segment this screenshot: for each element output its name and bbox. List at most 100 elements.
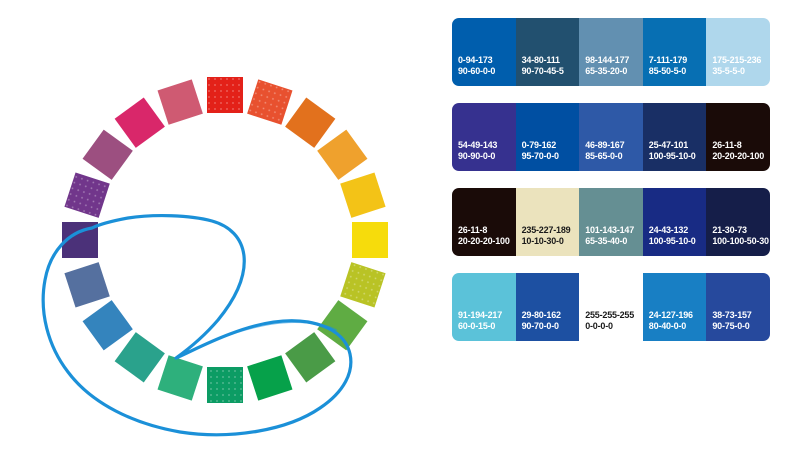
swatch-cmyk-value: 100-95-10-0 — [648, 236, 696, 246]
swatch-cream-235-227-189[interactable]: 235-227-189 10-10-30-0 — [515, 188, 580, 256]
swatch-rgb-value: 26-11-8 — [712, 140, 742, 150]
swatch-cmyk-value: 100-100-50-30 — [712, 236, 769, 246]
swatch-cmyk-value: 90-70-45-5 — [521, 66, 564, 76]
swatch-cmyk-value: 65-35-40-0 — [585, 236, 628, 246]
swatch-codes: 38-73-157 90-75-0-0 — [712, 310, 751, 332]
swatch-cmyk-value: 0-0-0-0 — [585, 321, 613, 331]
palette-row-2: 54-49-143 90-90-0-0 0-79-162 95-70-0-0 46-89… — [452, 103, 770, 171]
swatch-rgb-value: 24-127-196 — [648, 310, 693, 320]
swatch-codes: 46-89-167 85-65-0-0 — [585, 140, 624, 162]
swatch-blue-29-80-162[interactable]: 29-80-162 90-70-0-0 — [515, 273, 580, 341]
swatch-blue-0-94-173[interactable]: 0-94-173 90-60-0-0 — [452, 18, 516, 86]
swatch-cmyk-value: 90-70-0-0 — [521, 321, 559, 331]
wheel-swatch-orange[interactable] — [285, 97, 336, 148]
lasso-stroke-highlight — [175, 321, 337, 359]
swatch-cmyk-value: 20-20-20-100 — [712, 151, 765, 161]
swatch-navy-21-30-73[interactable]: 21-30-73 100-100-50-30 — [706, 188, 770, 256]
wheel-swatch-fill — [64, 262, 110, 308]
wheel-swatch-texture — [207, 367, 243, 403]
swatch-blue-98-144-177[interactable]: 98-144-177 65-35-20-0 — [579, 18, 643, 86]
swatch-navy-25-47-101[interactable]: 25-47-101 100-95-10-0 — [642, 103, 707, 171]
wheel-swatch-yellow[interactable] — [352, 222, 388, 258]
swatch-rgb-value: 34-80-111 — [521, 55, 560, 65]
swatch-blue-175-215-236[interactable]: 175-215-236 35-5-5-0 — [706, 18, 770, 86]
swatch-cyan-91-194-217[interactable]: 91-194-217 60-0-15-0 — [452, 273, 516, 341]
wheel-swatch-light-green[interactable] — [317, 300, 368, 351]
wheel-swatch-mauve[interactable] — [82, 129, 133, 180]
swatch-blue-24-127-196[interactable]: 24-127-196 80-40-0-0 — [642, 273, 707, 341]
hand-drawn-lasso-annotation — [41, 214, 353, 437]
palette-row-3: 26-11-8 20-20-20-100 235-227-189 10-10-30-0… — [452, 188, 770, 256]
swatch-codes: 24-127-196 80-40-0-0 — [649, 310, 693, 332]
swatch-codes: 91-194-217 60-0-15-0 — [458, 310, 502, 332]
wheel-swatch-golden-yellow[interactable] — [340, 172, 386, 218]
swatch-cmyk-value: 95-70-0-0 — [521, 151, 559, 161]
swatch-cmyk-value: 85-50-5-0 — [648, 66, 687, 76]
swatch-cmyk-value: 80-40-0-0 — [648, 321, 687, 331]
wheel-swatch-rose[interactable] — [157, 79, 203, 125]
swatch-rgb-value: 255-255-255 — [585, 310, 635, 320]
swatch-purple-54-49-143[interactable]: 54-49-143 90-90-0-0 — [452, 103, 516, 171]
swatch-codes: 26-11-8 20-20-20-100 — [712, 140, 764, 162]
wheel-swatch-indigo[interactable] — [62, 222, 98, 258]
swatch-cmyk-value: 10-10-30-0 — [521, 236, 564, 246]
color-wheel-panel — [41, 77, 388, 437]
swatch-cmyk-value: 35-5-5-0 — [712, 66, 745, 76]
swatch-codes: 29-80-162 90-70-0-0 — [522, 310, 561, 332]
wheel-swatch-yellow-green[interactable] — [340, 262, 386, 308]
wheel-swatch-fill — [82, 129, 133, 180]
wheel-swatch-amber[interactable] — [317, 129, 368, 180]
swatch-codes: 0-94-173 90-60-0-0 — [458, 55, 495, 77]
wheel-swatch-fill — [62, 222, 98, 258]
wheel-swatch-fill — [340, 172, 386, 218]
wheel-swatch-spring-green[interactable] — [157, 355, 203, 401]
wheel-swatch-magenta[interactable] — [114, 97, 165, 148]
swatch-blue-46-89-167[interactable]: 46-89-167 85-65-0-0 — [579, 103, 643, 171]
swatch-black-26-11-8[interactable]: 26-11-8 20-20-20-100 — [706, 103, 770, 171]
swatch-rgb-value: 46-89-167 — [585, 140, 625, 150]
swatch-blue-34-80-111[interactable]: 34-80-111 90-70-45-5 — [515, 18, 580, 86]
swatch-codes: 235-227-189 10-10-30-0 — [522, 225, 571, 247]
wheel-swatch-fill — [157, 79, 203, 125]
wheel-swatch-texture — [247, 79, 293, 125]
swatch-black-26-11-8[interactable]: 26-11-8 20-20-20-100 — [452, 188, 516, 256]
swatch-codes: 25-47-101 100-95-10-0 — [649, 140, 696, 162]
swatch-rgb-value: 175-215-236 — [712, 55, 762, 65]
swatch-teal-101-143-147[interactable]: 101-143-147 65-35-40-0 — [579, 188, 643, 256]
swatch-blue-7-111-179[interactable]: 7-111-179 85-50-5-0 — [642, 18, 707, 86]
swatch-blue-0-79-162[interactable]: 0-79-162 95-70-0-0 — [515, 103, 580, 171]
wheel-swatch-fill — [114, 332, 165, 383]
wheel-swatch-slate-blue[interactable] — [64, 262, 110, 308]
wheel-swatch-fill — [247, 355, 293, 401]
palette-row-4: 91-194-217 60-0-15-0 29-80-162 90-70-0-0 255… — [452, 273, 770, 341]
wheel-swatch-sea-green[interactable] — [207, 367, 243, 403]
swatch-codes: 98-144-177 65-35-20-0 — [585, 55, 629, 77]
color-palette-panel: 0-94-173 90-60-0-0 34-80-111 90-70-45-5 98-1… — [452, 18, 772, 358]
wheel-swatch-violet[interactable] — [64, 172, 110, 218]
swatch-blue-38-73-157[interactable]: 38-73-157 90-75-0-0 — [706, 273, 770, 341]
swatch-rgb-value: 0-79-162 — [521, 140, 557, 150]
swatch-codes: 101-143-147 65-35-40-0 — [585, 225, 634, 247]
swatch-codes: 7-111-179 85-50-5-0 — [649, 55, 687, 77]
swatch-white-255-255-255[interactable]: 255-255-255 0-0-0-0 — [579, 273, 643, 341]
wheel-swatch-teal[interactable] — [114, 332, 165, 383]
swatch-codes: 255-255-255 0-0-0-0 — [585, 310, 634, 332]
swatch-rgb-value: 91-194-217 — [458, 310, 503, 320]
wheel-swatch-red[interactable] — [207, 77, 243, 113]
wheel-swatch-fill — [157, 355, 203, 401]
swatch-cmyk-value: 90-60-0-0 — [458, 66, 496, 76]
color-wheel-swatch-group — [62, 77, 388, 403]
swatch-blue-24-43-132[interactable]: 24-43-132 100-95-10-0 — [642, 188, 707, 256]
wheel-swatch-red-orange[interactable] — [247, 79, 293, 125]
wheel-swatch-fill — [82, 300, 133, 351]
swatch-codes: 54-49-143 90-90-0-0 — [458, 140, 497, 162]
swatch-codes: 21-30-73 100-100-50-30 — [712, 225, 769, 247]
wheel-swatch-emerald-green[interactable] — [247, 355, 293, 401]
wheel-swatch-fill — [317, 129, 368, 180]
wheel-swatch-fill — [114, 97, 165, 148]
wheel-swatch-cerulean-blue[interactable] — [82, 300, 133, 351]
swatch-rgb-value: 235-227-189 — [521, 225, 571, 235]
wheel-swatch-green[interactable] — [285, 332, 336, 383]
swatch-rgb-value: 29-80-162 — [521, 310, 561, 320]
